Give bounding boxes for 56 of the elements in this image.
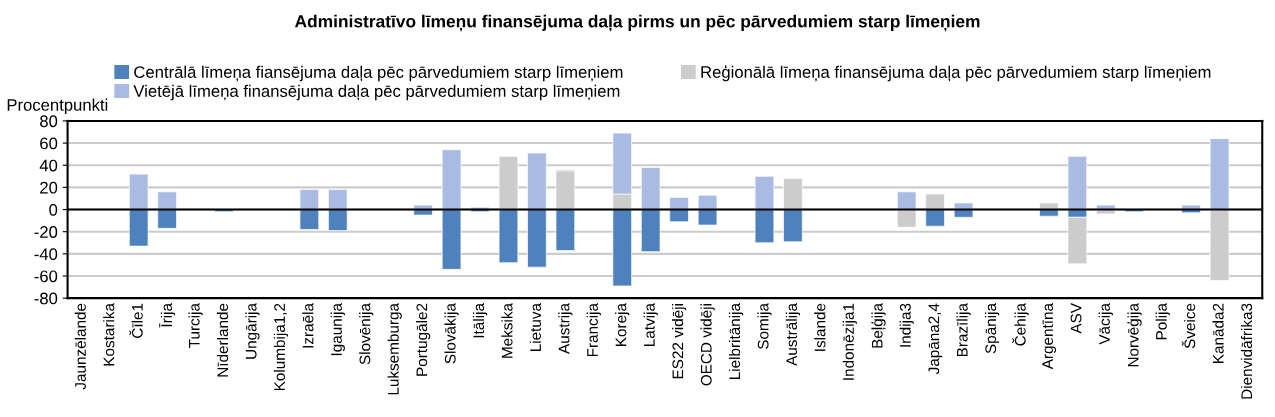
y-axis-title: Procentpunkti bbox=[7, 98, 108, 115]
x-tick-label: Islande bbox=[814, 303, 826, 351]
x-tick-label: Somija bbox=[757, 303, 772, 350]
x-tick-label: Slovākija bbox=[444, 303, 459, 364]
x-tick-label: ES22 vidēji bbox=[672, 304, 687, 379]
x-tick-label: OECD vidēji bbox=[700, 304, 715, 386]
legend-label: Reģionālā līmeņa finansējuma daļa pēc pārvedumiem starp līmeņiem bbox=[701, 65, 1211, 82]
y-tick-label: -60 bbox=[34, 270, 58, 283]
y-tick-label: -20 bbox=[34, 226, 58, 238]
x-tick-label: Itālija bbox=[472, 303, 488, 338]
y-tick-label: 0 bbox=[49, 203, 58, 216]
y-tick-label: -80 bbox=[34, 292, 58, 305]
x-tick-label: Austrālija bbox=[785, 303, 801, 366]
legend-label: Centrālā līmeņa fiansējuma daļa pēc pārvedumiem starp līmeņiem bbox=[134, 65, 623, 82]
x-tick-label: Īrija bbox=[159, 303, 176, 328]
x-tick-label: Meksika bbox=[501, 303, 513, 358]
x-tick-label: Turcija bbox=[188, 303, 203, 348]
x-tick-label: Japāna2,4 bbox=[928, 303, 943, 375]
x-tick-label: Beļģija bbox=[870, 303, 886, 348]
x-tick-label: Kanāda2 bbox=[1212, 303, 1224, 363]
x-tick-label: Latvija bbox=[643, 303, 658, 346]
x-tick-label: Čehija bbox=[1012, 303, 1029, 346]
y-tick-label: 60 bbox=[40, 137, 58, 150]
x-tick-label: Čīle1 bbox=[129, 303, 143, 338]
x-tick-label: Argentīna bbox=[1042, 303, 1057, 370]
x-tick-label: Spānija bbox=[984, 303, 1000, 354]
y-tick-label: -40 bbox=[34, 248, 58, 261]
x-tick-label: Vācija bbox=[1098, 303, 1113, 345]
x-tick-label: Brazīlija bbox=[956, 303, 971, 357]
x-tick-label: Dienvidāfrika3 bbox=[1240, 303, 1253, 399]
x-tick-label: Slovēnija bbox=[359, 303, 374, 365]
x-tick-label: Jaunzēlande bbox=[74, 303, 86, 390]
x-tick-label: Portugāle2 bbox=[416, 303, 431, 376]
x-tick-label: Izraēla bbox=[302, 303, 314, 348]
y-tick-label: 80 bbox=[40, 115, 58, 128]
x-tick-label: Igaunija bbox=[330, 303, 345, 356]
x-tick-label: Indija3 bbox=[899, 303, 914, 347]
x-tick-label: Ungārija bbox=[245, 303, 260, 359]
y-tick-label: 40 bbox=[39, 159, 58, 172]
y-tick-label: 20 bbox=[40, 181, 58, 194]
x-tick-label: Kostarika bbox=[103, 303, 115, 366]
x-tick-label: Lietuva bbox=[529, 303, 542, 352]
x-tick-label: Austrija bbox=[558, 303, 573, 354]
chart-title: Administratīvo līmeņu finansējuma daļa pirms un pēc pārvedumiem starp līmeņiem bbox=[294, 14, 980, 32]
x-tick-label: Francija bbox=[586, 303, 601, 357]
x-tick-label: Kolumbija1,2 bbox=[273, 303, 289, 391]
x-tick-label: Luksemburga bbox=[387, 303, 402, 395]
x-tick-label: Šveice bbox=[1181, 303, 1196, 349]
x-tick-label: Lielbritānija bbox=[728, 303, 744, 380]
x-tick-label: Indonēzija1 bbox=[842, 303, 857, 380]
x-tick-label: Koreja bbox=[615, 303, 630, 346]
x-tick-label: ASV bbox=[1070, 303, 1082, 334]
x-tick-label: Nīderlande bbox=[216, 303, 229, 377]
x-tick-label: Polija bbox=[1155, 303, 1170, 340]
legend-label: Vietējā līmeņa finansējuma daļa pēc pārvedumiem starp līmeņiem bbox=[133, 84, 620, 101]
x-tick-label: Norvēģija bbox=[1126, 303, 1142, 367]
